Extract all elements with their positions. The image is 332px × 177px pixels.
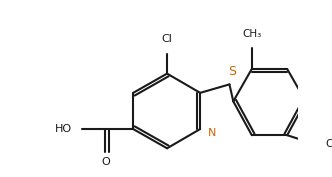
Text: Cl: Cl (162, 34, 173, 44)
Text: O: O (101, 157, 110, 167)
Text: S: S (228, 65, 236, 78)
Text: HO: HO (54, 124, 72, 134)
Text: CH₃: CH₃ (242, 29, 261, 39)
Text: CH₃: CH₃ (326, 139, 332, 149)
Text: N: N (208, 128, 216, 138)
